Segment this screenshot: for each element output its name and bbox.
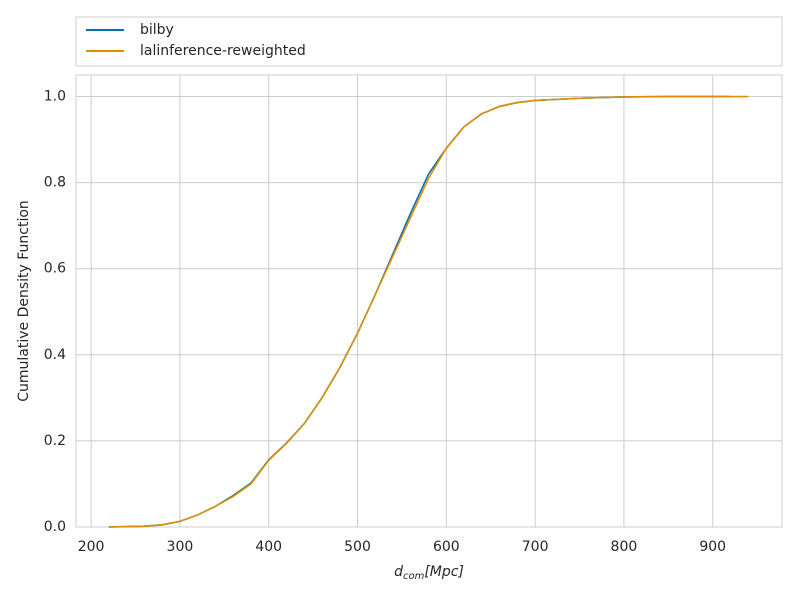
x-tick-label: 300 bbox=[167, 539, 194, 555]
x-axis-label: dcom[Mpc] bbox=[394, 564, 464, 582]
x-tick-label: 200 bbox=[78, 539, 105, 555]
x-tick-label: 700 bbox=[522, 539, 549, 555]
x-label-subscript: com bbox=[403, 571, 425, 582]
x-tick-label: 500 bbox=[344, 539, 371, 555]
y-tick-label: 0.0 bbox=[44, 519, 66, 535]
data-line bbox=[108, 95, 749, 528]
x-tick-label: 900 bbox=[699, 539, 726, 555]
data-line bbox=[108, 95, 731, 528]
y-tick-label: 1.0 bbox=[44, 89, 66, 105]
legend-label: bilby bbox=[140, 22, 174, 38]
legend-label: lalinference-reweighted bbox=[140, 43, 306, 59]
legend-box bbox=[75, 16, 783, 67]
x-tick-label: 800 bbox=[611, 539, 638, 555]
y-tick-label: 0.4 bbox=[44, 347, 66, 363]
plot-frame bbox=[75, 74, 783, 528]
x-tick-label: 400 bbox=[255, 539, 282, 555]
x-label-unit: [Mpc] bbox=[424, 564, 464, 580]
x-tick-label: 600 bbox=[433, 539, 460, 555]
y-tick-label: 0.6 bbox=[44, 261, 66, 277]
y-axis-label: Cumulative Density Function bbox=[16, 200, 32, 402]
y-tick-label: 0.2 bbox=[44, 433, 66, 449]
x-label-symbol: d bbox=[394, 564, 403, 580]
y-tick-label: 0.8 bbox=[44, 175, 66, 191]
